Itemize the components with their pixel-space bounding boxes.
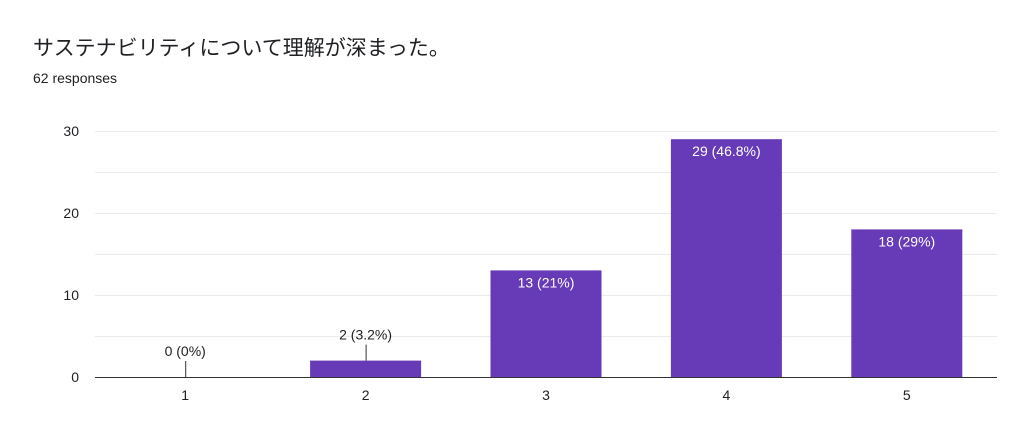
x-tick-label: 1 (181, 387, 189, 403)
x-tick-label: 3 (542, 387, 550, 403)
data-label: 2 (3.2%) (339, 327, 392, 343)
x-tick-label: 4 (723, 387, 731, 403)
bar-5 (851, 229, 963, 377)
y-tick-label: 20 (63, 205, 79, 221)
y-tick-label: 30 (63, 123, 79, 139)
data-label: 0 (0%) (165, 343, 206, 359)
bar-2 (310, 360, 422, 377)
y-axis-ticks: 0 10 20 30 (63, 123, 79, 385)
x-tick-label: 2 (362, 387, 370, 403)
question-title: サステナビリティについて理解が深まった。 (33, 36, 450, 60)
x-axis-ticks: 1 2 3 4 5 (181, 387, 911, 403)
bars (310, 139, 963, 377)
data-label: 18 (29%) (878, 233, 935, 249)
data-label: 13 (21%) (518, 274, 575, 290)
data-label: 29 (46.8%) (692, 143, 760, 159)
data-labels: 0 (0%) 2 (3.2%) 13 (21%) 29 (46.8%) 18 (29%) (165, 143, 935, 377)
x-tick-label: 5 (903, 387, 911, 403)
y-tick-label: 0 (71, 369, 79, 385)
y-tick-label: 10 (63, 287, 79, 303)
responses-count: 62 responses (33, 70, 118, 86)
bar-4 (670, 139, 782, 377)
bar-3 (490, 270, 602, 377)
